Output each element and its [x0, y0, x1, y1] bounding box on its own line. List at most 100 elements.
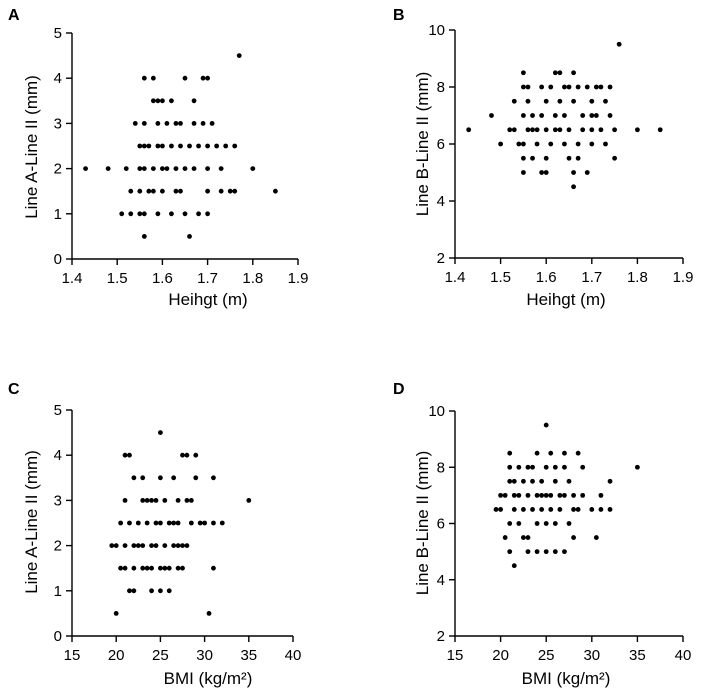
panel-a-data-point: [160, 143, 165, 149]
panel-c-y-tick-label: 5: [54, 402, 62, 419]
panel-b-data-point: [580, 127, 586, 133]
panel-a-data-point: [150, 188, 156, 194]
panel-a-data-point: [169, 98, 174, 104]
panel-a-data-point: [232, 143, 238, 149]
panel-c-data-point: [131, 543, 137, 548]
panel-c-data-point: [127, 588, 132, 594]
panel-d-data-point: [543, 464, 549, 470]
panel-c-data-point: [202, 520, 208, 526]
panel-b-data-point: [516, 141, 522, 147]
panel-a-data-point: [200, 121, 206, 126]
panel-b-data-point: [635, 127, 640, 133]
panel-a-data-point: [182, 166, 188, 172]
panel-d-data-point: [507, 450, 513, 456]
panel-b-x-tick-label: 1.5: [490, 269, 511, 286]
panel-b-data-point: [562, 113, 567, 118]
panel-d-data-point: [521, 507, 526, 512]
panel-c-data-point: [180, 543, 185, 548]
panel-d-plot: 15 20 25 30 35 40 2 4 6 8 10: [428, 403, 691, 664]
panel-d-data-point: [534, 492, 540, 498]
panel-c-data-point: [122, 565, 128, 571]
panel-c-xlabel: BMI (kg/m²): [164, 669, 253, 688]
panel-c-data-point: [158, 588, 163, 594]
panel-a-data-point: [178, 121, 183, 126]
panel-a-data-point: [155, 143, 161, 149]
panel-b-data-point: [589, 127, 595, 133]
panel-d-label: D: [393, 381, 405, 398]
panel-a-data-point: [169, 211, 174, 217]
panel-b-data-point: [521, 170, 526, 175]
panel-a-data-point: [191, 98, 197, 104]
panel-c-data-point: [122, 452, 128, 458]
panel-d-data-point: [507, 521, 513, 526]
panel-d-data-point: [552, 478, 558, 484]
panel-a-label: A: [8, 7, 20, 24]
panel-d-data-point: [511, 507, 517, 512]
panel-d-data-point: [543, 549, 549, 555]
panel-c-data-point: [180, 452, 185, 458]
panel-a-data-point: [205, 75, 211, 81]
panel-d-data-point: [525, 549, 531, 555]
panel-a-data-point: [173, 188, 179, 194]
panel-c-data-point: [149, 498, 154, 503]
panel-c-x-tick-label: 30: [196, 647, 213, 664]
panel-b-data-point: [598, 84, 604, 90]
panel-a-data-point: [119, 211, 125, 217]
panel-d-data-point: [598, 492, 604, 498]
panel-a-data-point: [141, 234, 147, 239]
panel-d-data-point: [543, 422, 549, 428]
panel-d-data-point: [521, 478, 526, 484]
panel-c-y-tick-label: 1: [54, 583, 62, 600]
panel-b-data-point: [616, 41, 622, 47]
panel-d-data-point: [530, 464, 535, 470]
panel-c-data-point: [122, 543, 128, 548]
panel-a-data-point: [146, 188, 152, 194]
panel-a-ylabel: Line A-Line II (mm): [22, 75, 41, 219]
panel-a-data-point: [128, 211, 134, 217]
panel-d-data-point: [521, 535, 526, 540]
panel-d-data-point: [502, 492, 508, 498]
panel-b-data-point: [498, 141, 503, 147]
panel-c-data-point: [171, 520, 177, 526]
panel-b-data-point: [521, 84, 526, 90]
panel-c: C 15 20 25 30 35 40 0 1 2 3 4 5 BMI (kg/m²) Line A-…: [8, 381, 301, 688]
panel-c-data-point: [153, 520, 159, 526]
panel-a-data-point: [223, 143, 229, 149]
panel-b-data-point: [612, 127, 617, 133]
panel-b-data-point: [548, 84, 554, 90]
panel-c-x-tick-label: 25: [152, 647, 169, 664]
panel-b-data-point: [607, 113, 613, 118]
panel-d-data-point: [548, 450, 554, 456]
panel-d-y-tick-label: 8: [437, 459, 445, 476]
panel-c-data-point: [219, 520, 225, 526]
panel-a-data-point: [250, 166, 256, 172]
panel-a-data-point: [205, 188, 211, 194]
panel-b-data-point: [580, 113, 586, 118]
panel-b-data-point: [571, 184, 576, 190]
panel-d-data-point: [598, 507, 604, 512]
panel-b-y-tick-label: 6: [437, 136, 445, 153]
panel-b-data-point: [539, 170, 545, 175]
panel-c-data-point: [193, 475, 199, 481]
panel-b-y-tick-label: 2: [437, 250, 445, 267]
panel-b-data-point: [566, 155, 572, 161]
panel-c-data-point: [180, 565, 185, 571]
panel-b-x-tick-label: 1.4: [445, 269, 466, 286]
panel-b-data-point: [543, 170, 549, 175]
panel-d-y-tick-label: 6: [437, 516, 445, 533]
panel-c-label: C: [8, 381, 20, 398]
panel-d-data-point: [548, 492, 554, 498]
panel-a-data-point: [137, 211, 143, 217]
panel-c-data-point: [140, 565, 146, 571]
panel-b-data-point: [593, 113, 599, 118]
panel-a-data-point: [123, 166, 129, 172]
panel-c-data-point: [153, 543, 159, 548]
panel-d-data-point: [511, 478, 517, 484]
panel-a-data-point: [155, 98, 161, 104]
panel-d: D 15 20 25 30 35 40 2 4 6 8 10 BMI (kg/m²) Line B-…: [393, 381, 691, 688]
panel-b-data-point: [557, 70, 563, 76]
panel-d-data-point: [580, 464, 586, 470]
panel-d-data-point: [534, 521, 540, 526]
panel-d-ylabel: Line B-Line II (mm): [413, 451, 432, 596]
panel-b-data-point: [575, 155, 581, 161]
